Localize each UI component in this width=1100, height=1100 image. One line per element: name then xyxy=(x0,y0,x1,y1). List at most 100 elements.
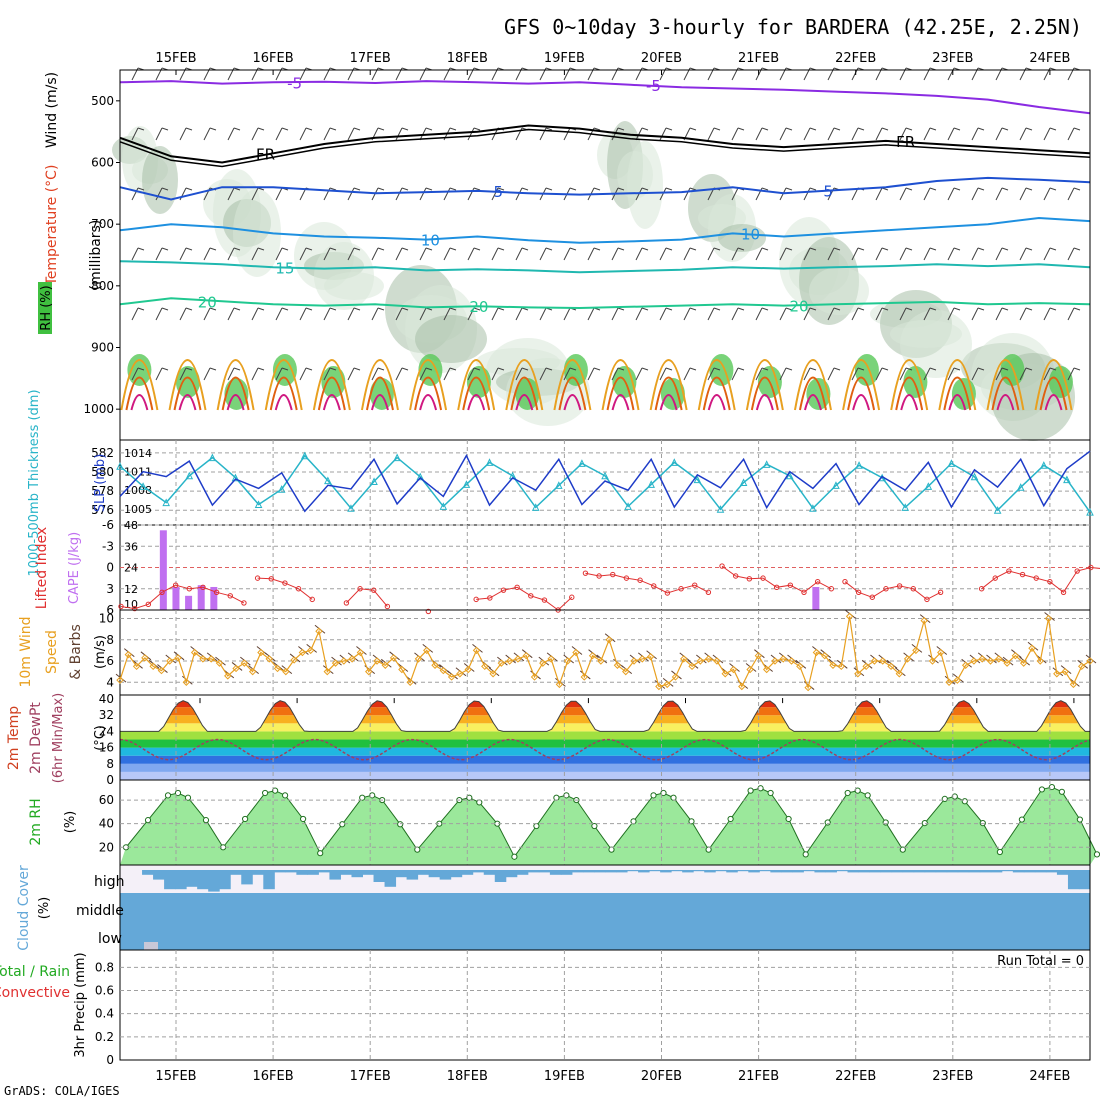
cloud-high-bar xyxy=(252,870,264,875)
wind10m-point xyxy=(622,667,630,676)
wind-barb xyxy=(497,187,505,191)
wind-barb xyxy=(491,307,499,321)
lifted-index-point xyxy=(1006,568,1012,574)
wind-barb xyxy=(1073,307,1081,311)
cloud-high-bar xyxy=(715,870,727,872)
rh-point xyxy=(563,792,570,799)
cloud-high-bar xyxy=(593,870,606,873)
wind10m-point xyxy=(373,657,381,665)
diurnal-isotherm xyxy=(1044,394,1063,411)
wind10m-point xyxy=(456,670,464,678)
rh-point xyxy=(899,846,906,853)
x-tick-label-top: 23FEB xyxy=(932,51,973,66)
rh-area xyxy=(120,787,1097,865)
y-tick-label: 16 xyxy=(99,741,114,755)
wind-barb xyxy=(377,187,385,191)
wind-barb xyxy=(1043,247,1051,261)
wind-barb xyxy=(1067,127,1075,141)
wind-barb xyxy=(329,187,337,191)
isotherm-label: 15 xyxy=(275,259,294,277)
cloud-high-bar xyxy=(230,870,242,875)
wind-barb xyxy=(281,247,289,251)
wind10m-point xyxy=(796,662,804,671)
wind10m-point xyxy=(820,651,829,660)
wind-barb xyxy=(1073,127,1081,131)
wind-barb xyxy=(1043,307,1051,321)
thickness-point xyxy=(162,498,170,507)
wind10m-point xyxy=(1019,659,1028,667)
cloud-high-bar xyxy=(946,870,959,873)
wind-barb xyxy=(779,247,787,261)
wind-barb xyxy=(281,307,289,311)
wind10m-point xyxy=(978,655,986,663)
wind-barb xyxy=(473,367,481,371)
wind-barb xyxy=(137,187,145,191)
wind10m-point xyxy=(696,657,705,665)
wind-barb xyxy=(203,307,211,321)
cloud-high-bar xyxy=(1023,870,1036,873)
wind10m-point xyxy=(298,648,307,657)
cloud-high-bar xyxy=(968,870,981,873)
lifted-index-point xyxy=(159,589,165,595)
y-tick-label: 0.8 xyxy=(95,960,114,974)
wind-barb xyxy=(275,127,283,141)
rh-shading xyxy=(718,224,766,252)
wind-barb xyxy=(521,367,529,371)
wind-barb xyxy=(587,367,595,381)
temp-band xyxy=(120,731,1090,740)
thickness-point xyxy=(231,473,240,482)
x-tick-label-bottom: 18FEB xyxy=(447,1069,488,1084)
credit-label: GrADS: COLA/IGES xyxy=(4,1084,120,1098)
thickness-point xyxy=(601,471,609,480)
wind-barb xyxy=(497,307,505,311)
wind-barb xyxy=(401,367,409,371)
wind-barb xyxy=(1019,307,1027,321)
wind-barb xyxy=(419,187,427,201)
rh-point xyxy=(785,815,792,823)
wind10m-point xyxy=(787,657,796,665)
wind-barb xyxy=(419,367,427,381)
rh-shading xyxy=(1000,354,1025,386)
rh-point xyxy=(951,793,958,800)
cloud-high-bar xyxy=(979,870,992,873)
wind-barb xyxy=(545,187,553,191)
wind10m-point xyxy=(597,657,605,665)
cloud-high-bar xyxy=(726,870,738,873)
cloud-high-bar xyxy=(825,870,837,873)
lifted-index-point xyxy=(978,586,985,592)
thickness-point xyxy=(1040,461,1048,469)
wind-barb xyxy=(827,367,835,381)
x-tick-label-bottom: 21FEB xyxy=(738,1069,779,1084)
wind-barb xyxy=(305,367,313,371)
wind10m-point xyxy=(232,664,240,673)
diurnal-isotherm xyxy=(996,394,1015,411)
wind-barb xyxy=(995,187,1003,201)
diurnal-isotherm xyxy=(842,359,881,411)
cloud-high-bar xyxy=(241,870,253,885)
rh-point xyxy=(1093,851,1100,858)
y-tick-label: 48 xyxy=(124,519,138,532)
y-axis-label-wind10m: & Barbs xyxy=(68,624,84,680)
isotherm-label: -5 xyxy=(287,74,302,92)
wind-barb xyxy=(185,127,193,131)
wind10m-point xyxy=(903,655,912,663)
rh-point xyxy=(369,792,376,799)
wind-barb xyxy=(659,367,667,381)
cape-bar xyxy=(812,586,820,610)
wind-barb xyxy=(449,367,457,371)
rh-point xyxy=(688,818,695,825)
diurnal-isotherm xyxy=(510,376,539,411)
wind10m-point xyxy=(356,648,365,657)
wind10m-point xyxy=(240,659,249,667)
diurnal-isotherm xyxy=(317,376,346,411)
wind10m-point xyxy=(945,678,953,686)
lifted-index-point xyxy=(1019,571,1026,578)
wind10m-point xyxy=(804,683,812,692)
isotherm-line xyxy=(119,128,1091,168)
wind10m-point xyxy=(505,657,514,665)
rh-point xyxy=(591,822,598,830)
wind10m-point xyxy=(406,678,414,686)
dewpt-line xyxy=(119,738,1091,761)
wind10m-point xyxy=(497,659,506,667)
wind10m-point xyxy=(721,670,729,678)
